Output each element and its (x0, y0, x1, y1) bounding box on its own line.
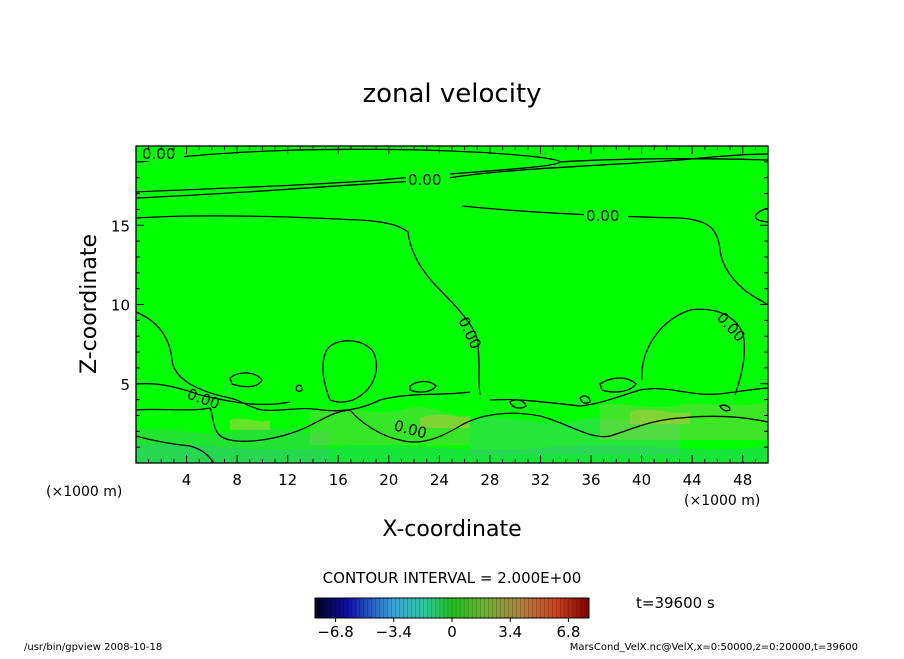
x-tick-label: 8 (232, 471, 242, 489)
contour-label: 0.00 (586, 207, 619, 225)
low-level-shading (136, 402, 768, 463)
chart-title: zonal velocity (362, 79, 541, 109)
y-tick-label: 5 (120, 376, 130, 394)
footer-left: /usr/bin/gpview 2008-10-18 (24, 642, 162, 653)
x-tick-label: 36 (581, 471, 600, 489)
contour-line (489, 387, 768, 407)
x-tick-label: 40 (632, 471, 651, 489)
colorbar-tick-label: 6.8 (557, 623, 581, 641)
contour-line (136, 311, 471, 412)
footer-right: MarsCond_VelX.nc@VelX,x=0:50000,z=0:2000… (570, 642, 858, 653)
contour-line (136, 153, 768, 199)
contour-line (229, 372, 263, 388)
contour-line (641, 308, 746, 396)
x-tick-label: 44 (683, 471, 702, 489)
colorbar-stripes (318, 598, 586, 618)
y-axis-ticks: 5 10 15 (111, 161, 768, 448)
colorbar: −6.8 −3.4 0 3.4 6.8 (314, 597, 590, 641)
x-unit-left: (×1000 m) (46, 484, 122, 500)
x-unit-right: (×1000 m) (684, 493, 760, 509)
x-tick-label: 48 (733, 471, 752, 489)
time-label: t=39600 s (636, 594, 715, 612)
contour-lines (136, 148, 768, 463)
contour-line (461, 205, 768, 306)
y-tick-label: 10 (111, 297, 130, 315)
contour-line (136, 407, 351, 442)
x-axis-ticks: 4 8 12 16 20 24 28 32 36 40 44 48 (148, 146, 756, 489)
colorbar-ticks: −6.8 −3.4 0 3.4 6.8 (317, 618, 580, 641)
contour-line (295, 384, 303, 392)
contour-line (322, 340, 378, 403)
contour-line (559, 158, 768, 163)
colorbar-tick-label: 3.4 (498, 623, 522, 641)
x-tick-label: 12 (278, 471, 297, 489)
contour-interval: CONTOUR INTERVAL = 2.000E+00 (323, 569, 582, 587)
x-axis-title: X-coordinate (382, 517, 521, 542)
contour-line (719, 404, 731, 412)
x-tick-label: 16 (329, 471, 348, 489)
contour-labels: 0.00 0.00 0.00 0.00 0.00 0.00 0.00 (140, 145, 749, 443)
x-tick-label: 20 (379, 471, 398, 489)
x-tick-label: 4 (182, 471, 192, 489)
contour-line (599, 377, 637, 393)
plot-area: 0.00 0.00 0.00 0.00 0.00 0.00 0.00 (136, 145, 768, 463)
contour-label: 0.00 (408, 171, 441, 189)
contour-line (409, 380, 437, 393)
x-tick-label: 28 (480, 471, 499, 489)
x-tick-label: 32 (531, 471, 550, 489)
contour-line (349, 409, 768, 443)
contour-line (509, 399, 527, 409)
y-axis-title: Z-coordinate (77, 234, 102, 374)
y-tick-label: 15 (111, 217, 130, 235)
contour-line (136, 435, 215, 463)
colorbar-tick-label: −3.4 (376, 623, 412, 641)
contour-line (136, 215, 481, 396)
colorbar-tick-label: 0 (447, 623, 457, 641)
contour-label: 0.00 (142, 145, 175, 163)
contour-line (579, 395, 591, 404)
colorbar-tick-label: −6.8 (317, 623, 353, 641)
x-tick-label: 24 (430, 471, 449, 489)
contour-line (136, 382, 291, 406)
